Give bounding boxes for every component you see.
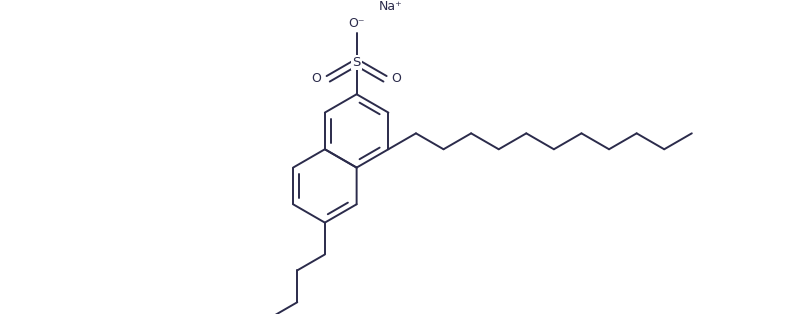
Text: S: S xyxy=(352,56,360,69)
Text: O: O xyxy=(311,72,321,85)
Text: O⁻: O⁻ xyxy=(348,17,364,30)
Text: O: O xyxy=(391,72,401,85)
Text: Na⁺: Na⁺ xyxy=(378,0,402,13)
